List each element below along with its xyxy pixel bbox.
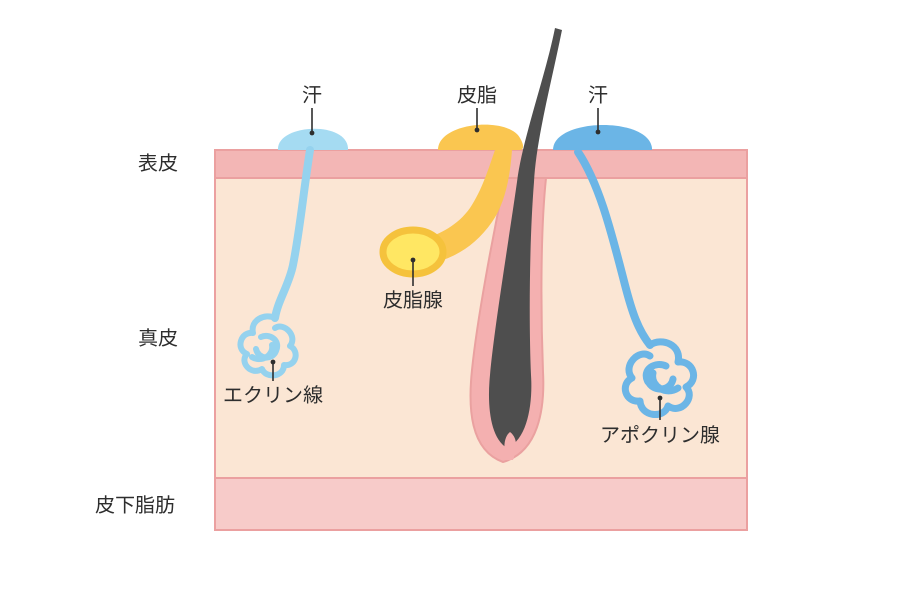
label-sebum-top: 皮脂 [457, 79, 497, 108]
layer-subcutis [215, 478, 747, 530]
label-eccrine-top: 汗 [302, 79, 322, 108]
label-eccrine-gland: エクリン線 [223, 379, 323, 408]
label-dermis: 真皮 [138, 322, 178, 351]
layer-epidermis [215, 150, 747, 178]
apocrine-blob [553, 125, 652, 150]
label-apocrine-top: 汗 [588, 79, 608, 108]
label-sebaceous: 皮脂腺 [383, 284, 443, 313]
label-subcutis: 皮下脂肪 [95, 489, 175, 518]
label-epidermis: 表皮 [138, 147, 178, 176]
label-apocrine-gland: アポクリン腺 [600, 419, 720, 448]
sebum-blob [438, 125, 523, 150]
